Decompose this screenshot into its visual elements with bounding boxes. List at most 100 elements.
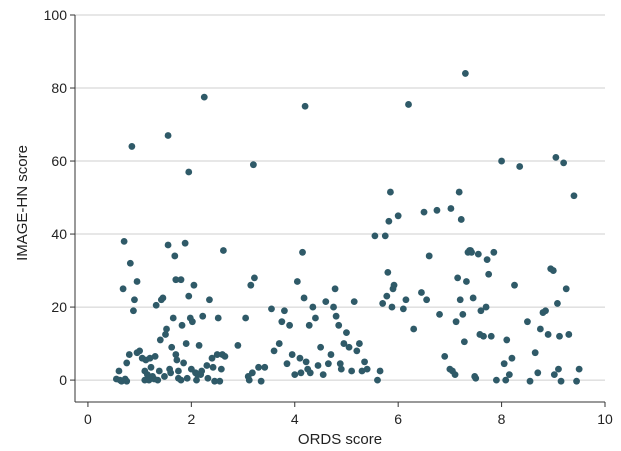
data-point [322, 298, 330, 305]
data-point [314, 362, 322, 369]
data-point [477, 307, 485, 315]
data-point [502, 376, 510, 384]
data-point [216, 377, 224, 385]
data-point [503, 336, 511, 344]
data-point [159, 294, 167, 302]
data-point [353, 347, 361, 355]
data-point [172, 351, 180, 358]
data-point [508, 354, 516, 362]
data-point [399, 305, 407, 313]
data-point [549, 267, 557, 274]
data-point [423, 296, 431, 304]
data-point [570, 192, 578, 200]
data-point [536, 325, 544, 333]
data-point [278, 318, 286, 326]
y-axis-label: IMAGE-HN score [14, 145, 31, 261]
data-point [557, 377, 565, 385]
data-point [376, 367, 384, 375]
data-point [128, 143, 136, 150]
data-point [171, 252, 179, 260]
data-point [164, 132, 172, 139]
data-point [468, 248, 475, 256]
data-point [193, 376, 200, 384]
data-point [554, 300, 561, 307]
data-point [203, 362, 211, 369]
data-point [177, 376, 185, 384]
data-point [249, 161, 257, 169]
data-point [151, 352, 159, 360]
data-point [317, 343, 325, 351]
data-point [255, 363, 262, 371]
axes [70, 14, 606, 407]
data-point [125, 351, 133, 358]
data-point [516, 163, 524, 170]
x-axis-label: ORDS score [298, 431, 382, 448]
data-point [361, 358, 368, 366]
data-point [454, 274, 462, 282]
data-point [451, 371, 459, 379]
data-point [459, 310, 467, 318]
y-tick-label: 40 [51, 226, 67, 242]
data-point [177, 276, 185, 284]
data-point [452, 318, 460, 326]
data-point [498, 157, 505, 165]
data-point [198, 367, 206, 375]
y-tick-label: 60 [51, 153, 67, 169]
data-point [281, 307, 288, 315]
data-point [394, 212, 402, 220]
data-point [385, 217, 393, 225]
x-tick-label: 8 [498, 411, 506, 427]
data-point [526, 377, 534, 385]
data-point [204, 374, 212, 382]
data-point [136, 347, 144, 355]
data-point [390, 281, 398, 289]
data-point [154, 376, 162, 384]
data-point [288, 351, 296, 358]
data-point [209, 363, 217, 371]
data-point [524, 318, 531, 326]
data-point [268, 305, 275, 313]
data-point [173, 356, 181, 364]
data-point [387, 188, 394, 196]
data-point [283, 360, 291, 368]
data-point [167, 369, 175, 377]
data-point [324, 360, 332, 368]
data-point [200, 93, 208, 101]
data-point [185, 168, 193, 176]
data-point [534, 369, 542, 377]
data-point [306, 369, 314, 377]
data-point [195, 342, 203, 349]
data-point [163, 325, 170, 333]
data-point [573, 377, 580, 385]
data-point [348, 367, 356, 375]
data-point [162, 331, 169, 338]
data-point [208, 354, 216, 362]
data-point [169, 314, 177, 322]
data-point [312, 314, 319, 322]
data-point [374, 376, 381, 384]
data-point [248, 369, 256, 377]
data-point [156, 336, 164, 344]
data-point [119, 285, 127, 293]
data-point [242, 314, 250, 322]
data-point [500, 360, 508, 368]
data-point [213, 351, 221, 358]
data-point [123, 377, 131, 385]
data-point [331, 285, 339, 293]
x-tick-label: 6 [394, 411, 402, 427]
data-point [388, 303, 396, 311]
data-point [463, 278, 470, 285]
data-point [146, 354, 154, 362]
data-point [490, 248, 498, 256]
data-point [505, 371, 513, 379]
data-point [575, 365, 583, 373]
data-point [309, 303, 317, 311]
data-point [302, 358, 310, 366]
data-point [327, 351, 335, 358]
data-point [482, 303, 490, 311]
data-point [335, 321, 343, 329]
data-point [206, 296, 213, 304]
data-point [363, 365, 371, 373]
data-point [133, 278, 141, 285]
